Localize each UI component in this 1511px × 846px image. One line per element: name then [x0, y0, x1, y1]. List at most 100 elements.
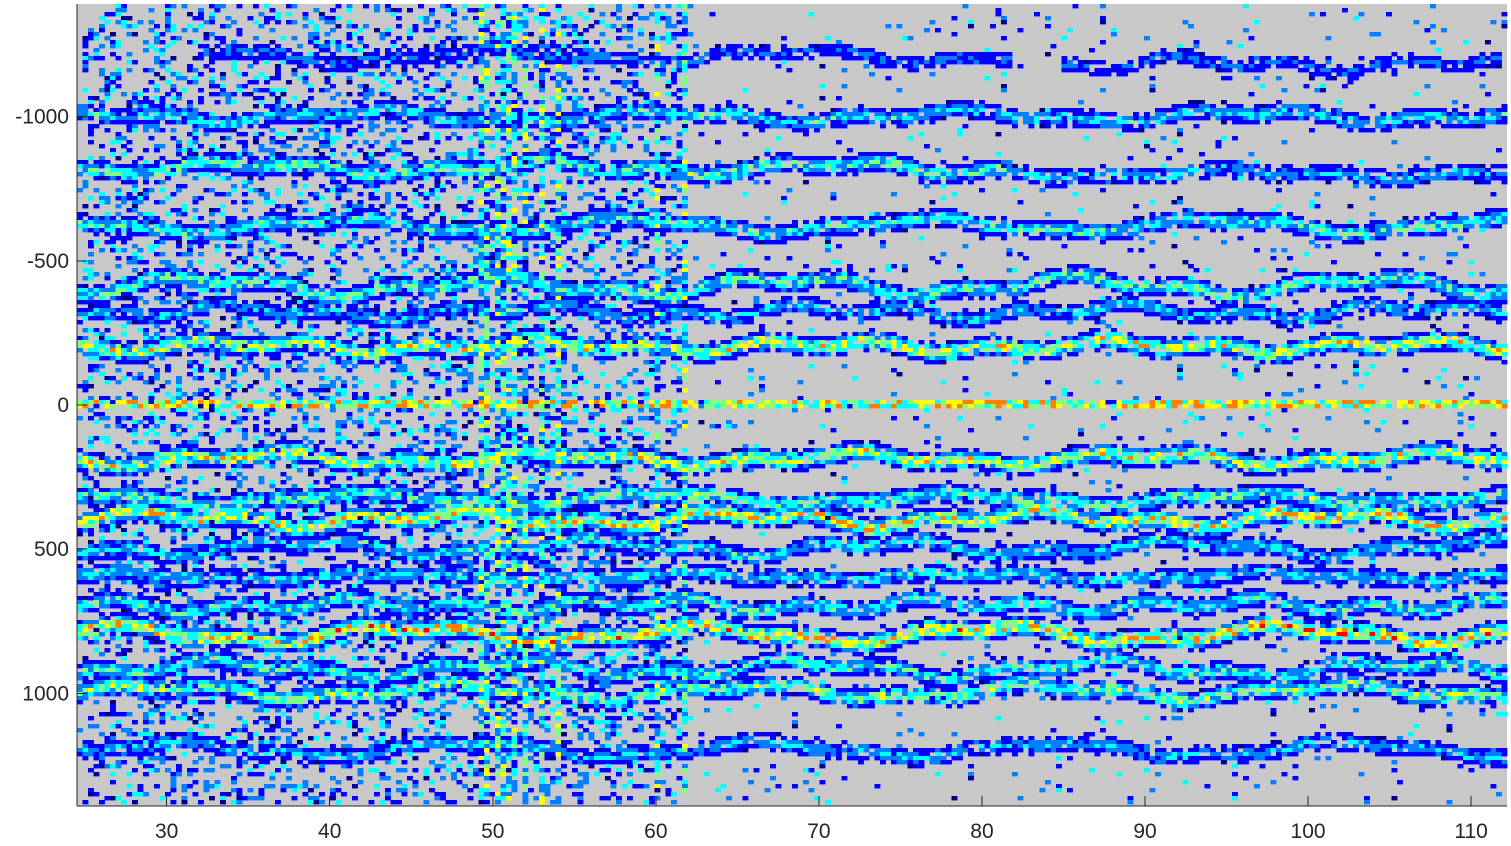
heatmap-cell: [308, 528, 314, 532]
heatmap-cell: [127, 120, 133, 124]
heatmap-cell: [303, 452, 309, 456]
heatmap-cell: [330, 664, 336, 668]
heatmap-cell: [248, 596, 254, 600]
heatmap-cell: [215, 660, 221, 664]
heatmap-cell: [176, 276, 182, 280]
heatmap-cell: [193, 300, 199, 304]
heatmap-cell: [220, 280, 226, 284]
heatmap-cell: [314, 644, 320, 648]
heatmap-cell: [165, 744, 171, 748]
heatmap-cell: [242, 428, 248, 432]
heatmap-cell: [242, 656, 248, 660]
heatmap-cell: [121, 216, 127, 220]
heatmap-cell: [253, 512, 259, 516]
heatmap-cell: [160, 320, 166, 324]
heatmap-cell: [165, 276, 171, 280]
heatmap-cell: [204, 388, 210, 392]
heatmap-cell: [165, 568, 171, 572]
heatmap-cell: [116, 764, 122, 768]
heatmap-cell: [149, 692, 155, 696]
heatmap-cell: [319, 224, 325, 228]
heatmap-cell: [286, 640, 292, 644]
heatmap-cell: [226, 44, 232, 48]
heatmap-cell: [253, 288, 259, 292]
heatmap-cell: [231, 284, 237, 288]
heatmap-cell: [242, 336, 248, 340]
heatmap-cell: [308, 648, 314, 652]
heatmap-cell: [297, 448, 303, 452]
heatmap-cell: [176, 72, 182, 76]
heatmap-cell: [314, 736, 320, 740]
heatmap-cell: [231, 304, 237, 308]
heatmap-cell: [264, 20, 270, 24]
heatmap-cell: [215, 592, 221, 596]
heatmap-cell: [99, 684, 105, 688]
heatmap-cell: [264, 4, 270, 8]
heatmap-cell: [149, 344, 155, 348]
heatmap-cell: [275, 140, 281, 144]
heatmap-cell: [99, 104, 105, 108]
heatmap-cell: [154, 336, 160, 340]
heatmap-cell: [248, 580, 254, 584]
heatmap-cell: [314, 392, 320, 396]
heatmap-cell: [209, 676, 215, 680]
heatmap-cell: [259, 56, 265, 60]
heatmap-cell: [330, 180, 336, 184]
heatmap-cell: [110, 12, 116, 16]
heatmap-cell: [242, 664, 248, 668]
heatmap-cell: [121, 460, 127, 464]
heatmap-cell: [154, 500, 160, 504]
heatmap-cell: [264, 728, 270, 732]
heatmap-cell: [165, 260, 171, 264]
heatmap-cell: [99, 396, 105, 400]
heatmap-cell: [132, 348, 138, 352]
heatmap-cell: [154, 308, 160, 312]
heatmap-cell: [259, 544, 265, 548]
heatmap-cell: [281, 576, 287, 580]
heatmap-cell: [187, 616, 193, 620]
heatmap-cell: [121, 24, 127, 28]
heatmap-cell: [127, 356, 133, 360]
heatmap-cell: [314, 684, 320, 688]
heatmap-cell: [88, 528, 94, 532]
heatmap-cell: [281, 348, 287, 352]
heatmap-cell: [193, 692, 199, 696]
heatmap-cell: [143, 692, 149, 696]
heatmap-cell: [248, 512, 254, 516]
heatmap-cell: [220, 800, 226, 804]
heatmap-cell: [198, 496, 204, 500]
heatmap-cell: [286, 160, 292, 164]
heatmap-cell: [209, 48, 215, 52]
heatmap-cell: [110, 88, 116, 92]
heatmap-cell: [99, 164, 105, 168]
heatmap-cell: [187, 232, 193, 236]
heatmap-cell: [176, 228, 182, 232]
heatmap-cell: [330, 292, 336, 296]
heatmap-cell: [94, 332, 100, 336]
heatmap-cell: [176, 552, 182, 556]
heatmap-cell: [248, 52, 254, 56]
heatmap-cell: [220, 636, 226, 640]
heatmap-cell: [138, 328, 144, 332]
heatmap-cell: [165, 340, 171, 344]
heatmap-cell: [160, 100, 166, 104]
heatmap-cell: [325, 212, 331, 216]
heatmap-cell: [94, 368, 100, 372]
heatmap-cell: [325, 336, 331, 340]
heatmap-cell: [264, 532, 270, 536]
heatmap-cell: [171, 784, 177, 788]
heatmap-cell: [220, 576, 226, 580]
heatmap-cell: [297, 364, 303, 368]
heatmap-cell: [308, 164, 314, 168]
heatmap-cell: [127, 728, 133, 732]
heatmap-cell: [319, 668, 325, 672]
heatmap-cell: [204, 168, 210, 172]
heatmap-cell: [110, 632, 116, 636]
heatmap-cell: [94, 520, 100, 524]
heatmap-cell: [105, 508, 111, 512]
heatmap-cell: [193, 600, 199, 604]
heatmap-cell: [231, 224, 237, 228]
heatmap-cell: [154, 144, 160, 148]
heatmap-cell: [160, 416, 166, 420]
heatmap-cell: [176, 492, 182, 496]
